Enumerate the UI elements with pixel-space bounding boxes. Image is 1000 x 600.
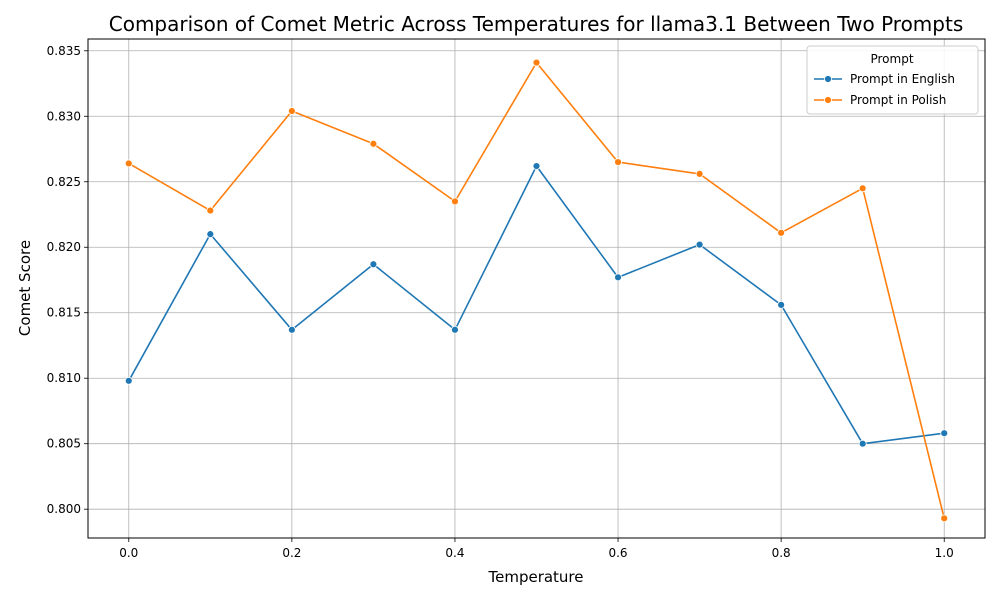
plot-frame [87,38,986,539]
x-tick-label: 1.0 [935,546,954,560]
legend-marker-polish [824,96,832,104]
series-layer [124,58,949,523]
data-point-prompt-in-english [451,325,459,334]
data-point-prompt-in-polish [940,514,949,523]
data-point-prompt-in-polish [614,158,622,167]
data-point-prompt-in-polish [532,58,541,67]
data-point-prompt-in-english [124,376,133,385]
x-axis-label: Temperature [487,568,583,586]
data-point-prompt-in-english [532,162,541,170]
data-point-prompt-in-polish [777,228,786,237]
data-point-prompt-in-english [614,273,622,282]
legend-label-english: Prompt in English [850,72,955,86]
x-tick-label: 0.6 [608,546,627,560]
legend-title: Prompt [870,52,913,66]
y-tick-label: 0.820 [47,240,81,254]
data-point-prompt-in-polish [451,197,459,206]
legend-entry: Prompt in English [814,72,955,86]
data-point-prompt-in-polish [287,107,296,115]
data-point-prompt-in-polish [695,170,704,178]
y-axis-label: Comet Score [16,240,34,336]
data-point-prompt-in-polish [124,159,133,168]
legend-entry: Prompt in Polish [814,93,946,107]
legend: Prompt Prompt in English Prompt in Polis… [806,45,979,115]
data-point-prompt-in-polish [858,184,867,193]
x-tick-label: 0.0 [119,546,138,560]
data-point-prompt-in-english [695,240,704,249]
data-point-prompt-in-english [858,439,867,448]
x-tick-label: 0.8 [772,546,791,560]
y-tick-label: 0.815 [47,306,81,320]
legend-label-polish: Prompt in Polish [850,93,946,107]
chart-title: Comparison of Comet Metric Across Temper… [109,12,964,36]
legend-box [806,45,979,115]
data-point-prompt-in-english [287,325,296,334]
y-tick-label: 0.830 [47,109,81,123]
x-tick-label: 0.4 [445,546,464,560]
x-axis-ticks: 0.0 0.2 0.4 0.6 0.8 1.0 [119,538,954,560]
y-tick-label: 0.825 [47,175,81,189]
data-point-prompt-in-polish [369,139,378,148]
grid [88,39,985,538]
x-tick-label: 0.2 [282,546,301,560]
y-tick-label: 0.800 [47,502,81,516]
data-point-prompt-in-english [940,429,949,438]
y-tick-label: 0.810 [47,371,81,385]
y-tick-label: 0.835 [47,44,81,58]
y-tick-label: 0.805 [47,437,81,451]
data-point-prompt-in-english [369,260,378,269]
data-point-prompt-in-english [206,230,215,239]
legend-marker-english [824,75,832,83]
data-point-prompt-in-english [777,300,786,309]
data-point-prompt-in-polish [206,206,215,215]
y-axis-ticks: 0.800 0.805 0.810 0.815 0.820 0.825 0.830 0.835 [47,44,88,516]
